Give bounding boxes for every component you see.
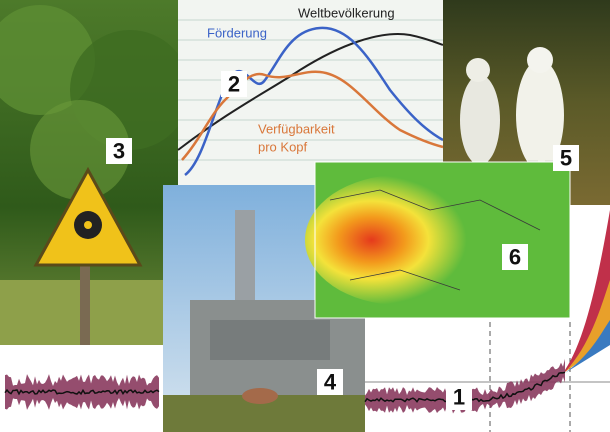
annotation: Förderung (207, 25, 267, 40)
panel-label: 4 (324, 370, 337, 395)
panel-label: 6 (509, 245, 521, 270)
panel-label: 5 (560, 146, 572, 171)
chart-fragment: Weltbevölkerung Förderung Verfügbarkeit … (178, 0, 443, 185)
annotation: Verfügbarkeit (258, 121, 335, 136)
annotation: Weltbevölkerung (298, 5, 395, 20)
chart-strip (0, 345, 163, 432)
map (305, 162, 570, 318)
panel-label: 3 (113, 139, 125, 164)
panel-label: 2 (228, 72, 240, 97)
collage: Weltbevölkerung Förderung Verfügbarkeit … (0, 0, 610, 432)
annotation: pro Kopf (258, 139, 308, 154)
panel-label: 1 (453, 385, 465, 410)
page: Weltbevölkerung Förderung Verfügbarkeit … (0, 0, 610, 432)
photo-sign (0, 0, 190, 345)
